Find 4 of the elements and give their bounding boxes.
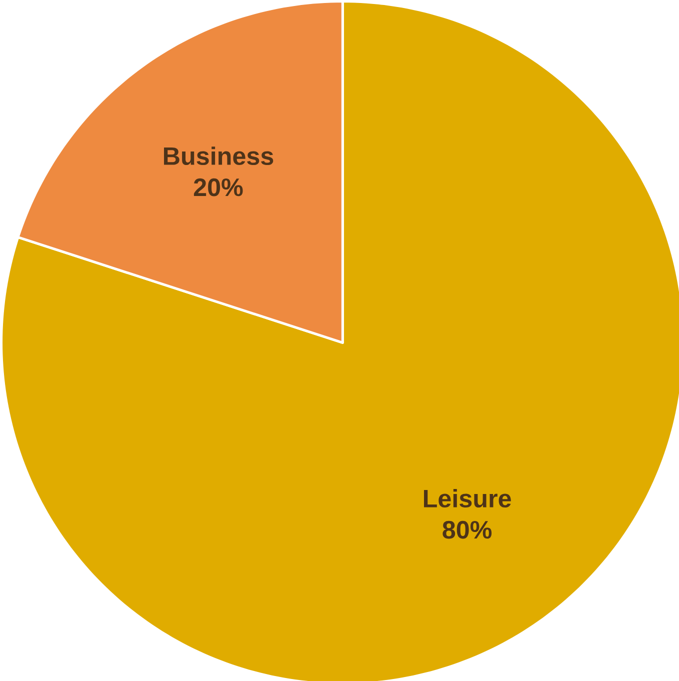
data-label: 80% — [442, 520, 492, 539]
slice-label: Business — [164, 146, 274, 166]
slice-label: Leisure — [424, 489, 511, 508]
data-label: 20% — [194, 178, 243, 196]
